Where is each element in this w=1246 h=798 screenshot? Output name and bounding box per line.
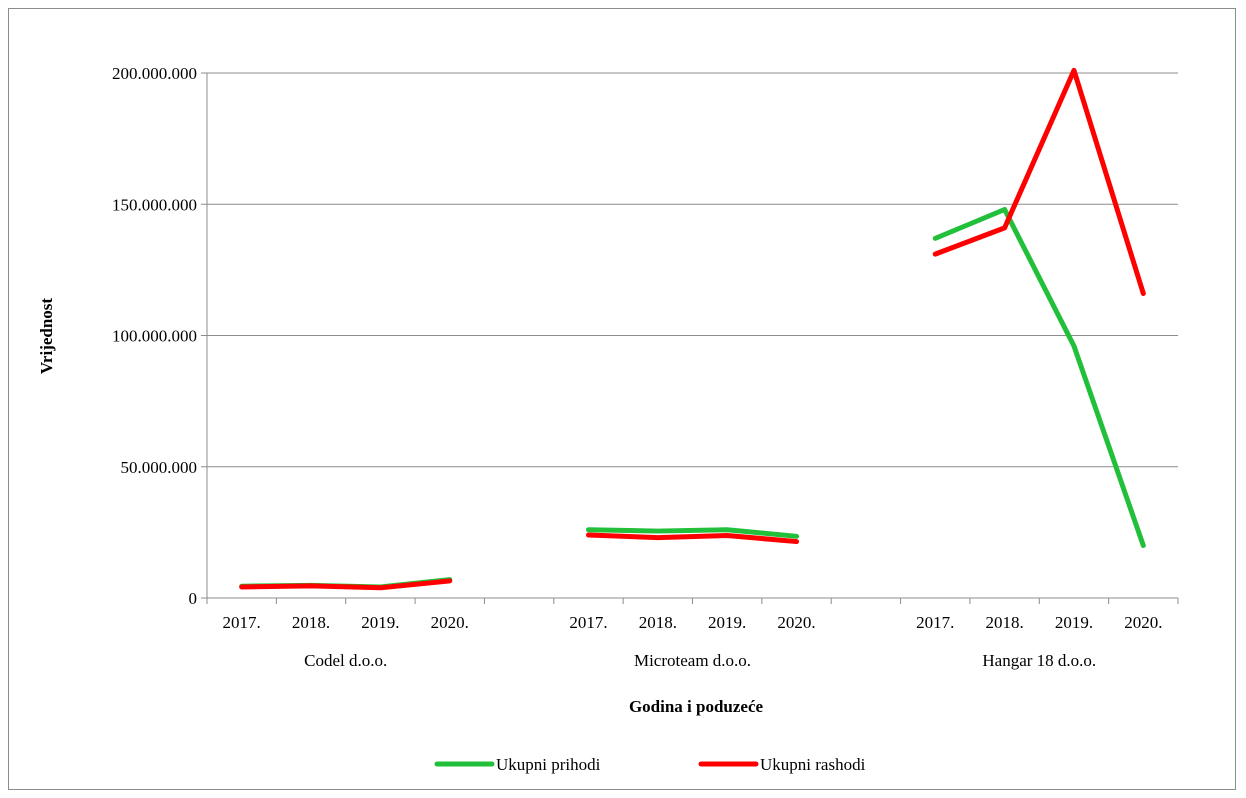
legend-label-rashodi: Ukupni rashodi <box>760 755 866 774</box>
legend: Ukupni prihodi Ukupni rashodi <box>434 755 866 774</box>
x-group-label: Microteam d.o.o. <box>634 651 751 670</box>
gridlines <box>207 72 1178 468</box>
x-tick-label: 2017. <box>223 613 261 632</box>
series-line-rashodi <box>585 532 800 545</box>
y-tick-label: 0 <box>189 589 198 608</box>
x-tick-label: 2018. <box>292 613 330 632</box>
x-tick-label: 2020. <box>431 613 469 632</box>
x-tick-label: 2018. <box>985 613 1023 632</box>
y-tick-label: 200.000.000 <box>112 64 197 83</box>
axes <box>201 72 1179 604</box>
x-group-label: Hangar 18 d.o.o. <box>982 651 1096 670</box>
series-line-rashodi <box>932 67 1146 296</box>
chart-frame <box>8 8 1236 790</box>
x-tick-label: 2017. <box>916 613 954 632</box>
y-tick-labels: 0 50.000.000 100.000.000 150.000.000 200.000… <box>112 64 197 608</box>
x-tick-label: 2020. <box>777 613 815 632</box>
x-tick-label: 2017. <box>569 613 607 632</box>
series-line-prihodi <box>932 207 1146 548</box>
y-axis-title: Vrijednost <box>37 298 56 375</box>
y-tick-label: 100.000.000 <box>112 327 197 346</box>
legend-label-prihodi: Ukupni prihodi <box>496 755 601 774</box>
x-tick-label: 2020. <box>1124 613 1162 632</box>
y-tick-label: 150.000.000 <box>112 195 197 214</box>
x-group-label: Codel d.o.o. <box>304 651 387 670</box>
x-tick-label: 2019. <box>1055 613 1093 632</box>
y-tick-label: 50.000.000 <box>121 458 198 477</box>
x-tick-label: 2019. <box>361 613 399 632</box>
series-line-prihodi <box>585 527 800 539</box>
x-tick-label: 2018. <box>639 613 677 632</box>
series-line-rashodi <box>239 578 453 591</box>
x-tick-label: 2019. <box>708 613 746 632</box>
x-tick-labels: 2017. 2018. 2019. 2020. Codel d.o.o. 2017. 201… <box>223 613 1163 670</box>
series-lines <box>239 67 1146 591</box>
x-axis-title: Godina i poduzeće <box>629 697 764 716</box>
